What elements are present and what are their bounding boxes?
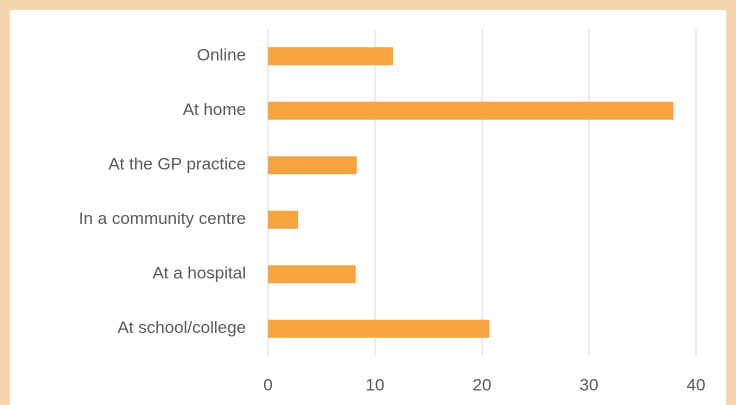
y-tick-label: Online xyxy=(197,46,246,65)
y-tick-label: At home xyxy=(183,100,246,119)
y-tick-label: At a hospital xyxy=(152,264,246,283)
bar xyxy=(268,101,674,120)
bar xyxy=(268,319,490,338)
x-tick-label: 10 xyxy=(366,375,385,394)
bar xyxy=(268,210,298,229)
x-tick-label: 40 xyxy=(687,375,706,394)
bar xyxy=(268,47,394,66)
bar xyxy=(268,156,357,175)
chart-panel xyxy=(10,10,726,405)
x-tick-label: 0 xyxy=(263,375,272,394)
bar xyxy=(268,265,356,284)
x-tick-label: 30 xyxy=(580,375,599,394)
y-tick-label: In a community centre xyxy=(79,209,246,228)
y-tick-label: At school/college xyxy=(117,318,246,337)
y-tick-label: At the GP practice xyxy=(108,155,246,174)
x-tick-label: 20 xyxy=(473,375,492,394)
